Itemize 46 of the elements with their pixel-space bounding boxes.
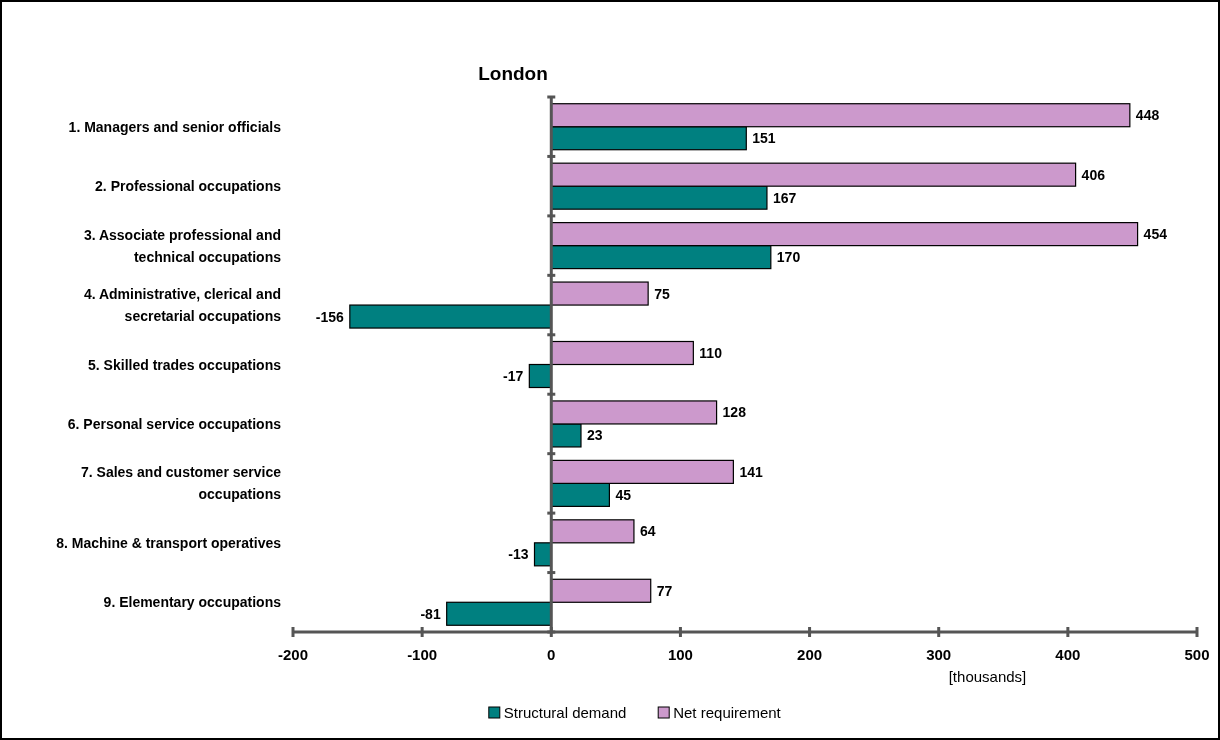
data-label: 406 <box>1081 166 1106 183</box>
y-tick-label: 4. Administrative, clerical and secretarial occupations <box>83 286 282 325</box>
bar <box>349 304 552 329</box>
bar <box>550 281 649 306</box>
data-label: -13 <box>508 546 529 563</box>
bar <box>528 363 552 389</box>
data-label: -81 <box>420 605 441 622</box>
data-label: 141 <box>739 463 763 480</box>
x-tick-label: 500 <box>1184 646 1210 663</box>
x-axis-title: [thousands] <box>948 668 1027 685</box>
y-tick-label: 8. Machine & transport operatives <box>56 534 282 551</box>
bar <box>550 340 694 366</box>
data-label: 128 <box>722 404 747 421</box>
y-tick-label: 1. Managers and senior officials <box>68 118 282 135</box>
x-tick-label: -100 <box>407 646 438 663</box>
y-tick-label: 7. Sales and customer service occupations <box>81 464 282 503</box>
y-tick-label: 9. Elementary occupations <box>103 594 282 611</box>
x-tick-label: 0 <box>547 646 556 663</box>
data-label: 64 <box>639 523 656 540</box>
data-label: 77 <box>656 582 673 599</box>
data-label: -17 <box>503 368 524 384</box>
data-label: 167 <box>772 189 797 206</box>
x-tick-label: 100 <box>667 646 693 663</box>
x-tick-label: 300 <box>926 646 952 663</box>
chart-title: London <box>478 63 548 84</box>
legend-label: Structural demand <box>503 704 627 721</box>
x-tick-label: 400 <box>1055 646 1081 663</box>
data-label: 110 <box>699 345 723 361</box>
x-tick-label: -200 <box>277 646 309 663</box>
x-tick-label: 200 <box>797 646 823 663</box>
data-label: 75 <box>654 285 670 302</box>
data-label: -156 <box>315 308 345 325</box>
data-label: 23 <box>586 427 603 444</box>
bar <box>550 519 635 544</box>
y-tick-label: 6. Personal service occupations <box>67 415 282 432</box>
y-tick-label: 5. Skilled trades occupations <box>88 356 282 373</box>
data-label: 170 <box>776 249 801 266</box>
y-tick-label: 3. Associate professional and technical occupations <box>83 226 282 265</box>
legend-label: Net requirement <box>673 704 782 721</box>
bar <box>446 601 552 626</box>
data-label: 454 <box>1143 226 1168 243</box>
bar <box>550 578 652 603</box>
data-label: 45 <box>615 486 632 503</box>
data-label: 448 <box>1135 107 1160 124</box>
y-tick-label: 2. Professional occupations <box>95 178 282 195</box>
data-label: 151 <box>752 130 776 147</box>
